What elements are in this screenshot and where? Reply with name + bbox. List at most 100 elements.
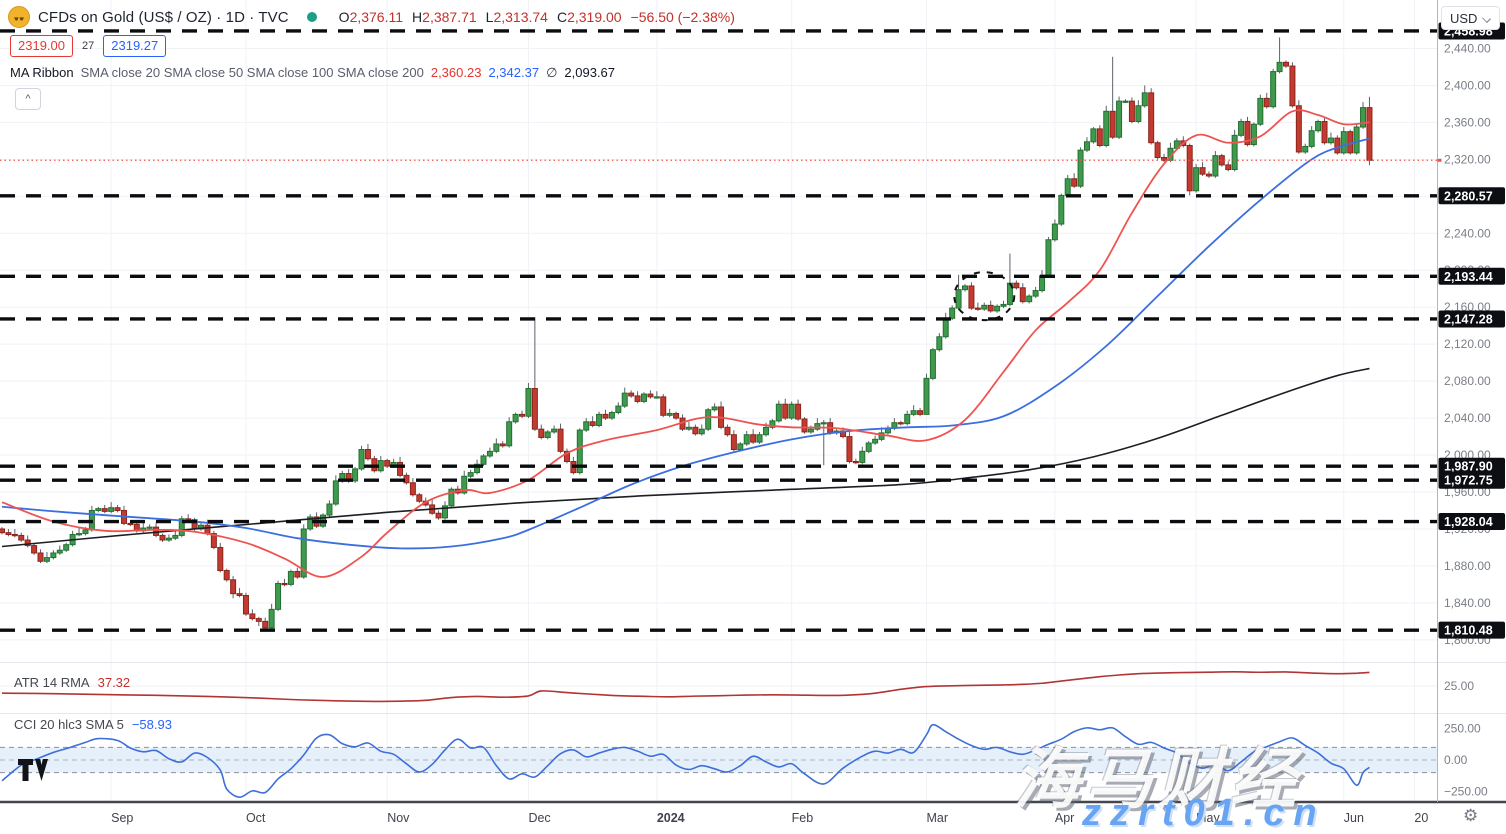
candle-body[interactable] <box>480 455 487 465</box>
candle-body[interactable] <box>1315 120 1322 132</box>
candle-body[interactable] <box>397 461 404 476</box>
candle-body[interactable] <box>268 608 275 629</box>
candle-body[interactable] <box>1244 120 1251 146</box>
candle-body[interactable] <box>1116 100 1123 138</box>
candle-body[interactable] <box>743 434 750 445</box>
candle-body[interactable] <box>358 448 365 470</box>
candle-body[interactable] <box>724 426 731 436</box>
candle-body[interactable] <box>153 526 160 536</box>
candle-body[interactable] <box>352 468 359 482</box>
candle-body[interactable] <box>1090 128 1097 143</box>
candle-body[interactable] <box>18 534 25 541</box>
candle-body[interactable] <box>1238 120 1245 136</box>
candle-body[interactable] <box>185 518 192 521</box>
candle-body[interactable] <box>544 431 551 438</box>
candle-body[interactable] <box>493 443 500 452</box>
candle-body[interactable] <box>204 524 211 535</box>
candle-body[interactable] <box>872 438 879 444</box>
candle-body[interactable] <box>377 460 384 472</box>
candle-body[interactable] <box>223 570 230 581</box>
candle-body[interactable] <box>904 413 911 425</box>
candle-body[interactable] <box>1205 173 1212 177</box>
candle-body[interactable] <box>1186 145 1193 192</box>
candle-body[interactable] <box>897 422 904 425</box>
candle-body[interactable] <box>1096 128 1103 146</box>
candle-body[interactable] <box>127 522 134 526</box>
candle-body[interactable] <box>249 613 256 620</box>
currency-selector[interactable]: USD <box>1441 6 1500 30</box>
candle-body[interactable] <box>384 460 391 467</box>
candle-body[interactable] <box>1122 100 1129 103</box>
candle-body[interactable] <box>1019 287 1026 303</box>
candle-body[interactable] <box>506 421 513 447</box>
candle-body[interactable] <box>63 544 70 551</box>
candle-body[interactable] <box>474 463 481 474</box>
candle-body[interactable] <box>165 537 172 541</box>
candle-body[interactable] <box>576 429 583 474</box>
candle-body[interactable] <box>217 546 224 572</box>
candle-body[interactable] <box>1161 157 1168 161</box>
candle-body[interactable] <box>1225 164 1232 171</box>
candle-body[interactable] <box>673 412 680 419</box>
candle-body[interactable] <box>1148 92 1155 144</box>
candle-body[interactable] <box>1283 61 1289 67</box>
candle-body[interactable] <box>756 434 763 443</box>
candle-body[interactable] <box>653 396 660 399</box>
candle-body[interactable] <box>1270 71 1277 108</box>
candle-body[interactable] <box>1308 130 1315 147</box>
candle-body[interactable] <box>641 393 647 402</box>
candle-body[interactable] <box>448 488 455 507</box>
price-label-red[interactable]: 2319.00 <box>10 35 73 57</box>
candle-body[interactable] <box>1321 120 1328 144</box>
candle-body[interactable] <box>1334 137 1341 154</box>
time-axis[interactable]: Sep Oct Nov Dec 2024 Feb Mar Apr May Jun 20 <box>111 811 1428 825</box>
candle-body[interactable] <box>1026 295 1033 303</box>
candle-body[interactable] <box>332 480 339 505</box>
tradingview-logo[interactable] <box>18 758 54 787</box>
candle-body[interactable] <box>230 579 237 595</box>
candle-body[interactable] <box>1077 149 1084 187</box>
candle-body[interactable] <box>711 406 718 411</box>
candle-body[interactable] <box>647 393 654 398</box>
candle-body[interactable] <box>820 422 827 425</box>
candle-body[interactable] <box>531 388 538 430</box>
candle-body[interactable] <box>1039 275 1046 292</box>
candle-body[interactable] <box>326 503 333 516</box>
candle-body[interactable] <box>0 528 5 534</box>
symbol-title[interactable]: CFDs on Gold (US$ / OZ) · 1D · TVC <box>38 8 289 26</box>
candle-body[interactable] <box>1250 123 1257 146</box>
candle-body[interactable] <box>37 552 44 562</box>
candle-body[interactable] <box>1366 107 1373 161</box>
candle-body[interactable] <box>807 428 814 433</box>
candle-body[interactable] <box>615 405 622 414</box>
candle-body[interactable] <box>435 512 442 519</box>
candle-body[interactable] <box>750 434 757 443</box>
candle-body[interactable] <box>949 307 956 319</box>
candle-body[interactable] <box>1257 97 1264 125</box>
candle-body[interactable] <box>814 423 821 430</box>
candle-body[interactable] <box>621 392 628 407</box>
candle-body[interactable] <box>1360 107 1367 128</box>
candle-body[interactable] <box>1141 92 1148 107</box>
candle-body[interactable] <box>76 533 83 536</box>
candle-body[interactable] <box>31 545 38 554</box>
candle-body[interactable] <box>685 426 692 430</box>
candle-body[interactable] <box>1032 290 1039 297</box>
candle-body[interactable] <box>294 570 301 578</box>
candle-body[interactable] <box>596 413 603 426</box>
price-label-blue[interactable]: 2319.27 <box>103 35 167 57</box>
candle-body[interactable] <box>300 528 307 578</box>
candle-body[interactable] <box>95 508 102 511</box>
candle-body[interactable] <box>769 420 776 428</box>
candle-body[interactable] <box>994 305 1001 312</box>
candle-body[interactable] <box>1353 126 1360 154</box>
candle-body[interactable] <box>275 582 282 610</box>
candle-body[interactable] <box>1064 178 1071 196</box>
candle-body[interactable] <box>698 428 705 435</box>
candle-body[interactable] <box>1128 100 1135 122</box>
candle-body[interactable] <box>499 443 506 447</box>
candle-body[interactable] <box>942 317 949 338</box>
candle-body[interactable] <box>859 450 866 463</box>
candle-body[interactable] <box>936 336 943 351</box>
